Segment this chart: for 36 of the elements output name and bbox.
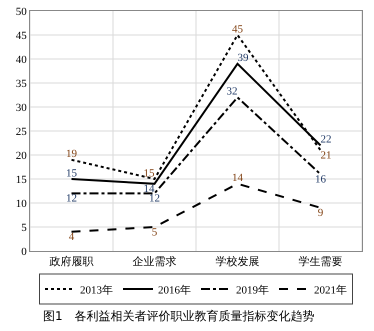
data-label: 32	[226, 86, 238, 98]
y-tick-label: 5	[21, 222, 28, 234]
y-tick-label: 45	[16, 30, 28, 42]
data-label: 22	[320, 134, 332, 146]
y-tick-label: 15	[16, 174, 28, 186]
legend-label: 2016年	[158, 284, 191, 296]
y-tick-label: 50	[16, 6, 28, 18]
y-tick-label: 20	[16, 150, 28, 162]
y-tick-label: 10	[16, 198, 28, 210]
x-tick-label: 学生需要	[298, 255, 342, 268]
data-label: 5	[152, 226, 158, 238]
x-tick-label: 政府履职	[50, 255, 94, 268]
legend-label: 2019年	[236, 284, 269, 296]
y-tick-label: 25	[16, 126, 28, 138]
data-label: 9	[318, 207, 324, 220]
data-label: 15	[66, 167, 78, 180]
y-tick-label: 40	[16, 54, 28, 66]
data-label: 16	[315, 173, 326, 186]
data-label: 12	[66, 192, 77, 205]
data-label: 45	[232, 23, 244, 36]
data-label: 39	[238, 52, 249, 64]
data-label: 12	[149, 192, 160, 205]
legend-label: 2013年	[80, 284, 113, 296]
data-label: 14	[144, 183, 155, 196]
data-label: 19	[66, 148, 78, 160]
x-tick-label: 企业需求	[132, 255, 176, 268]
x-tick-label: 学校发展	[216, 255, 260, 268]
text: 图1 各利益相关者评价职业教育质量指标变化趋势	[43, 309, 315, 323]
y-tick-label: 35	[16, 78, 28, 90]
y-tick-label: 30	[16, 102, 28, 114]
legend-label: 2021年	[314, 284, 347, 296]
data-label: 4	[68, 231, 75, 244]
data-label: 21	[320, 149, 332, 162]
data-label: 15	[144, 167, 155, 180]
y-tick-label: 0	[21, 246, 28, 258]
data-label: 14	[232, 172, 244, 184]
